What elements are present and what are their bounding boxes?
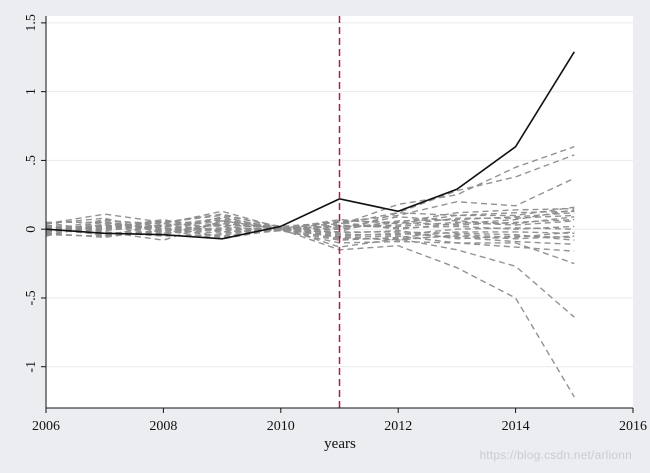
placebo-line bbox=[45, 220, 575, 398]
watermark: https://blog.csdn.net/arlionn bbox=[479, 448, 632, 462]
y-tick-label: 1 bbox=[24, 88, 39, 95]
y-tick-label: 0 bbox=[24, 226, 39, 233]
y-tick-label: .5 bbox=[24, 155, 39, 166]
placebo-line bbox=[46, 221, 575, 241]
x-tick-label: 2010 bbox=[267, 419, 295, 434]
x-tick-label: 2006 bbox=[32, 419, 60, 434]
placebo-line bbox=[45, 222, 575, 241]
x-tick-label: 2016 bbox=[619, 419, 647, 434]
placebo-line bbox=[45, 218, 575, 232]
treated-line-group bbox=[45, 51, 575, 240]
x-tick-label: 2008 bbox=[149, 419, 177, 434]
x-axis-label: years bbox=[324, 436, 356, 452]
placebo-line bbox=[45, 177, 575, 228]
placebo-lines bbox=[45, 146, 575, 398]
y-tick-label: -1 bbox=[24, 361, 39, 373]
placebo-line bbox=[45, 146, 575, 239]
placebo-line bbox=[45, 228, 575, 252]
treated-line bbox=[45, 51, 575, 240]
placebo-line bbox=[45, 222, 575, 241]
y-tick-label: -.5 bbox=[24, 290, 39, 305]
placebo-line bbox=[45, 210, 575, 235]
placebo-line bbox=[45, 207, 575, 233]
placebo-line bbox=[45, 214, 575, 236]
y-tick-label: 1.5 bbox=[24, 14, 39, 32]
placebo-line bbox=[45, 220, 575, 240]
x-tick-label: 2014 bbox=[502, 419, 530, 434]
x-tick-label: 2012 bbox=[384, 419, 412, 434]
placebo-line bbox=[45, 209, 575, 230]
placebo-line bbox=[45, 218, 575, 240]
